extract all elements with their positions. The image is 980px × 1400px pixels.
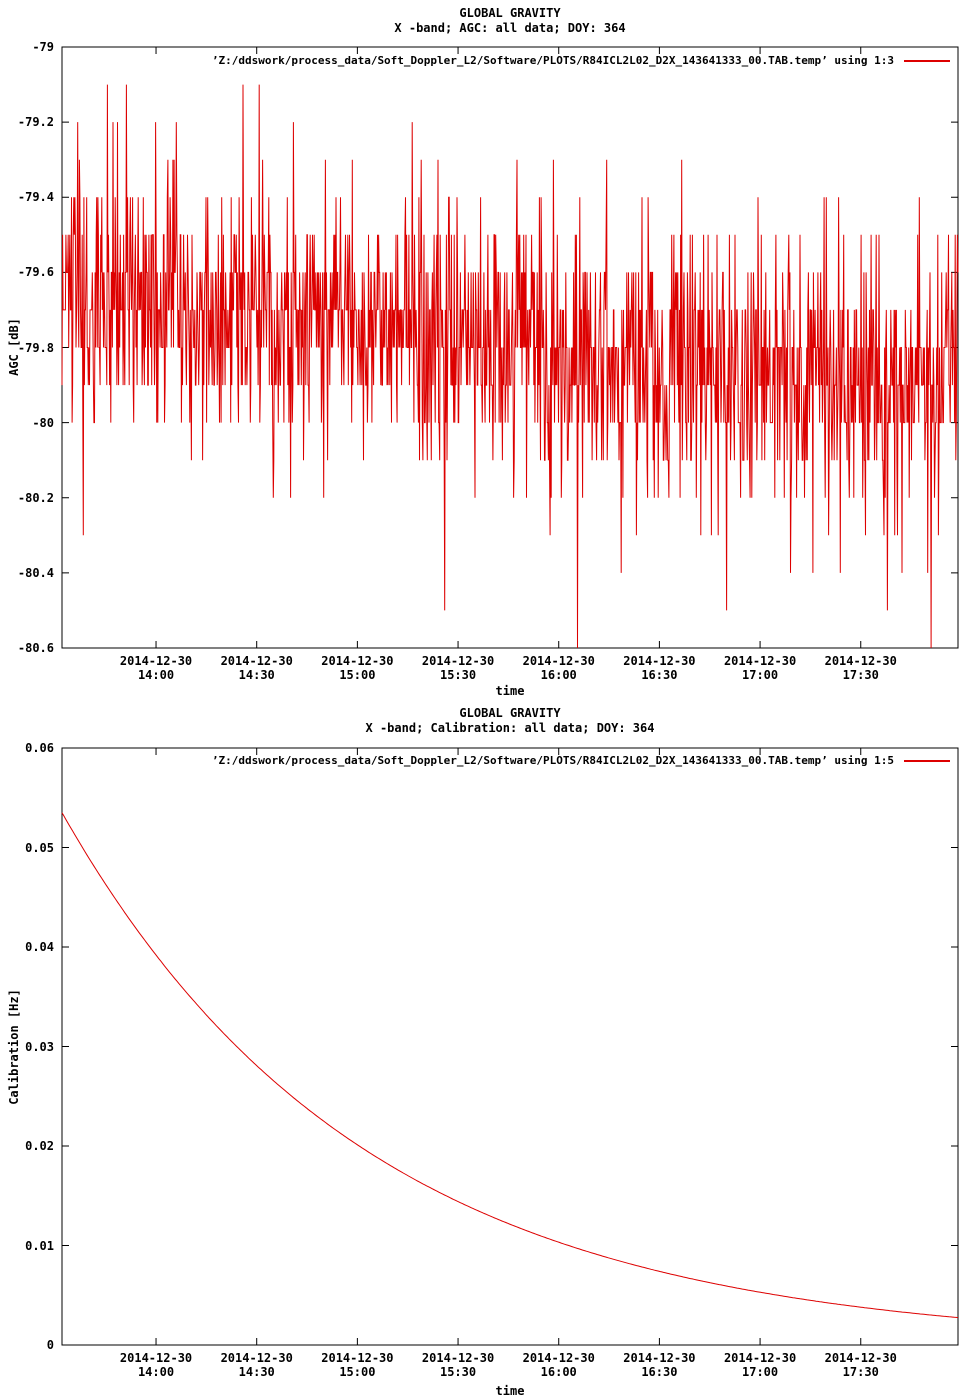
x-tick-label: 2014-12-30 17:30 [824,1351,897,1379]
y-tick-label: -79.6 [17,265,54,280]
x-tick-label: 2014-12-30 15:00 [321,1351,394,1379]
y-tick-label: -79.2 [17,115,54,130]
x-tick-label: 2014-12-30 14:30 [220,654,293,682]
y-tick-label: 0.05 [25,840,54,855]
legend-label: ’Z:/ddswork/process_data/Soft_Doppler_L2… [211,754,894,767]
series-line [61,812,959,1319]
chart-agc: GLOBAL GRAVITY X -band; AGC: all data; D… [7,6,959,698]
legend: ’Z:/ddswork/process_data/Soft_Doppler_L2… [62,754,950,767]
y-tick-label: 0.01 [25,1238,54,1253]
x-tick-label: 2014-12-30 15:30 [421,654,495,682]
plot-border [61,747,959,1346]
x-tick-label: 2014-12-30 14:30 [220,1351,293,1379]
x-tick-label: 2014-12-30 15:00 [321,654,394,682]
legend-line-sample [904,59,950,62]
series-line [61,84,959,649]
legend-label: ’Z:/ddswork/process_data/Soft_Doppler_L2… [211,54,894,67]
plot-area-agc [61,46,959,649]
x-tick-label: 2014-12-30 16:30 [623,654,696,682]
y-tick-label: -80.4 [17,565,54,580]
chart-subtitle: X -band; Calibration: all data; DOY: 364 [365,721,655,735]
y-tick-label: -79.4 [17,190,54,205]
x-tick-label: 2014-12-30 17:00 [723,1351,797,1379]
y-tick-label: -79.8 [17,340,54,355]
y-tick-label: -80.2 [17,490,54,505]
x-axis-label: time [495,1384,525,1398]
chart-title: GLOBAL GRAVITY [459,706,561,720]
y-tick-label: -79 [32,40,54,54]
y-tick-label: 0.02 [25,1139,54,1153]
chart-subtitle: X -band; AGC: all data; DOY: 364 [394,21,626,35]
x-tick-label: 2014-12-30 16:30 [623,1351,696,1379]
x-tick-label: 2014-12-30 15:30 [421,1351,495,1379]
x-tick-label: 2014-12-30 17:30 [824,654,897,682]
x-axis-label: time [495,684,525,698]
y-tick-label: -80 [32,415,54,430]
y-tick-label: 0.04 [25,940,54,954]
legend-line-sample [904,759,950,762]
x-tick-label: 2014-12-30 16:00 [522,1351,595,1379]
x-tick-label: 2014-12-30 17:00 [723,654,797,682]
plot-area-calibration [61,747,959,1346]
y-tick-label: 0.06 [25,741,54,755]
y-tick-label: 0.03 [25,1039,54,1054]
x-tick-label: 2014-12-30 14:00 [119,1351,193,1379]
x-tick-label: 2014-12-30 16:00 [522,654,595,682]
y-tick-label: 0 [46,1338,54,1352]
y-tick-label: -80.6 [17,641,54,655]
x-tick-label: 2014-12-30 14:00 [119,654,193,682]
chart-calibration: GLOBAL GRAVITY X -band; Calibration: all… [0,700,980,1400]
chart-title: GLOBAL GRAVITY [459,6,561,20]
legend: ’Z:/ddswork/process_data/Soft_Doppler_L2… [62,54,950,67]
